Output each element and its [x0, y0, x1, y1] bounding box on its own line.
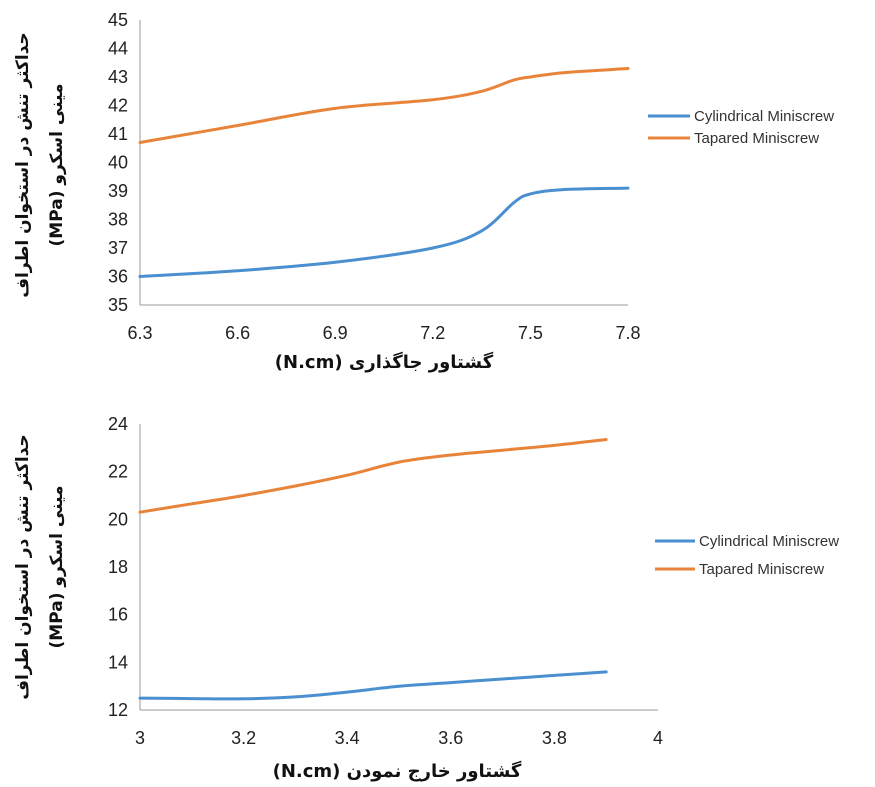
chart-1-x-tick-label: 6.3	[127, 323, 152, 343]
chart-1-y-tick-label: 38	[108, 210, 128, 230]
chart-2-y-tick-label: 18	[108, 557, 128, 577]
chart-1-y-tick-label: 36	[108, 267, 128, 287]
chart-1-y-tick-label: 42	[108, 96, 128, 116]
chart-1-y-axis-title-line-1: حداکثر تنش در استخوان اطراف	[13, 32, 33, 298]
chart-2-x-tick-label: 3.2	[231, 728, 256, 748]
chart-1-x-tick-label: 7.8	[615, 323, 640, 343]
chart-1-series-tapered-line	[138, 67, 630, 144]
chart-1-legend: Cylindrical Miniscrew Tapared Miniscrew	[648, 108, 834, 147]
chart-2-legend: Cylindrical Miniscrew Tapared Miniscrew	[655, 533, 839, 578]
chart-1-x-axis-title: گشتاور جاگذاری (N.cm)	[275, 351, 494, 373]
chart-2-x-tick-label: 3.8	[542, 728, 567, 748]
chart-1-x-tick-label: 6.9	[323, 323, 348, 343]
chart-2-series-tapered-line	[138, 438, 608, 514]
chart-2-y-tick-label: 14	[108, 652, 128, 672]
chart-1-x-ticks: 6.3 6.6 6.9 7.2 7.5 7.8	[127, 323, 640, 343]
chart-2-y-tick-label: 12	[108, 700, 128, 720]
chart-1-x-tick-label: 6.6	[225, 323, 250, 343]
chart-1-x-tick-label: 7.5	[518, 323, 543, 343]
chart-1-y-tick-label: 39	[108, 181, 128, 201]
chart-1-y-tick-label: 37	[108, 238, 128, 258]
chart-2-legend-cylindrical-label: Cylindrical Miniscrew	[699, 533, 839, 550]
chart-2-y-axis-title-line-2: مینی اسکرو (MPa)	[47, 486, 67, 649]
chart-1-y-tick-label: 43	[108, 67, 128, 87]
chart-1-series-cylindrical-line	[138, 186, 630, 278]
chart-1-y-tick-label: 41	[108, 124, 128, 144]
chart-2-legend-tapered-label: Tapared Miniscrew	[699, 561, 824, 578]
chart-2-series-cylindrical-line	[138, 670, 608, 701]
chart-1-y-tick-label: 40	[108, 153, 128, 173]
chart-2-y-tick-label: 20	[108, 509, 128, 529]
chart-1-y-tick-label: 45	[108, 10, 128, 30]
chart-1-x-tick-label: 7.2	[420, 323, 445, 343]
chart-2: 12 14 16 18 20 22 24 3 3.2 3.4 3.6 3.8 4 Cylindrica…	[13, 414, 839, 782]
chart-2-x-ticks: 3 3.2 3.4 3.6 3.8 4	[135, 728, 663, 748]
chart-1-legend-cylindrical-label: Cylindrical Miniscrew	[694, 108, 834, 125]
chart-1-y-tick-label: 35	[108, 295, 128, 315]
chart-2-y-tick-label: 16	[108, 605, 128, 625]
chart-2-y-ticks: 12 14 16 18 20 22 24	[108, 414, 128, 720]
chart-2-x-tick-label: 3	[135, 728, 145, 748]
chart-2-y-axis-title-line-1: حداکثر تنش در استخوان اطراف	[13, 434, 33, 700]
chart-1: 35 36 37 38 39 40 41 42 43 44 45 6.3 6.6 6.9 7.2 7.5 7.…	[13, 10, 834, 373]
chart-2-x-axis-title: گشتاور خارج نمودن (N.cm)	[273, 760, 522, 782]
chart-1-y-tick-label: 44	[108, 39, 128, 59]
chart-2-x-tick-label: 4	[653, 728, 663, 748]
chart-2-y-tick-label: 22	[108, 462, 128, 482]
chart-2-x-tick-label: 3.6	[438, 728, 463, 748]
chart-1-y-axis-title-line-2: مینی اسکرو (MPa)	[47, 84, 67, 247]
chart-1-legend-tapered-label: Tapared Miniscrew	[694, 130, 819, 147]
chart-2-x-tick-label: 3.4	[335, 728, 360, 748]
chart-1-y-ticks: 35 36 37 38 39 40 41 42 43 44 45	[108, 10, 128, 315]
chart-2-y-tick-label: 24	[108, 414, 128, 434]
